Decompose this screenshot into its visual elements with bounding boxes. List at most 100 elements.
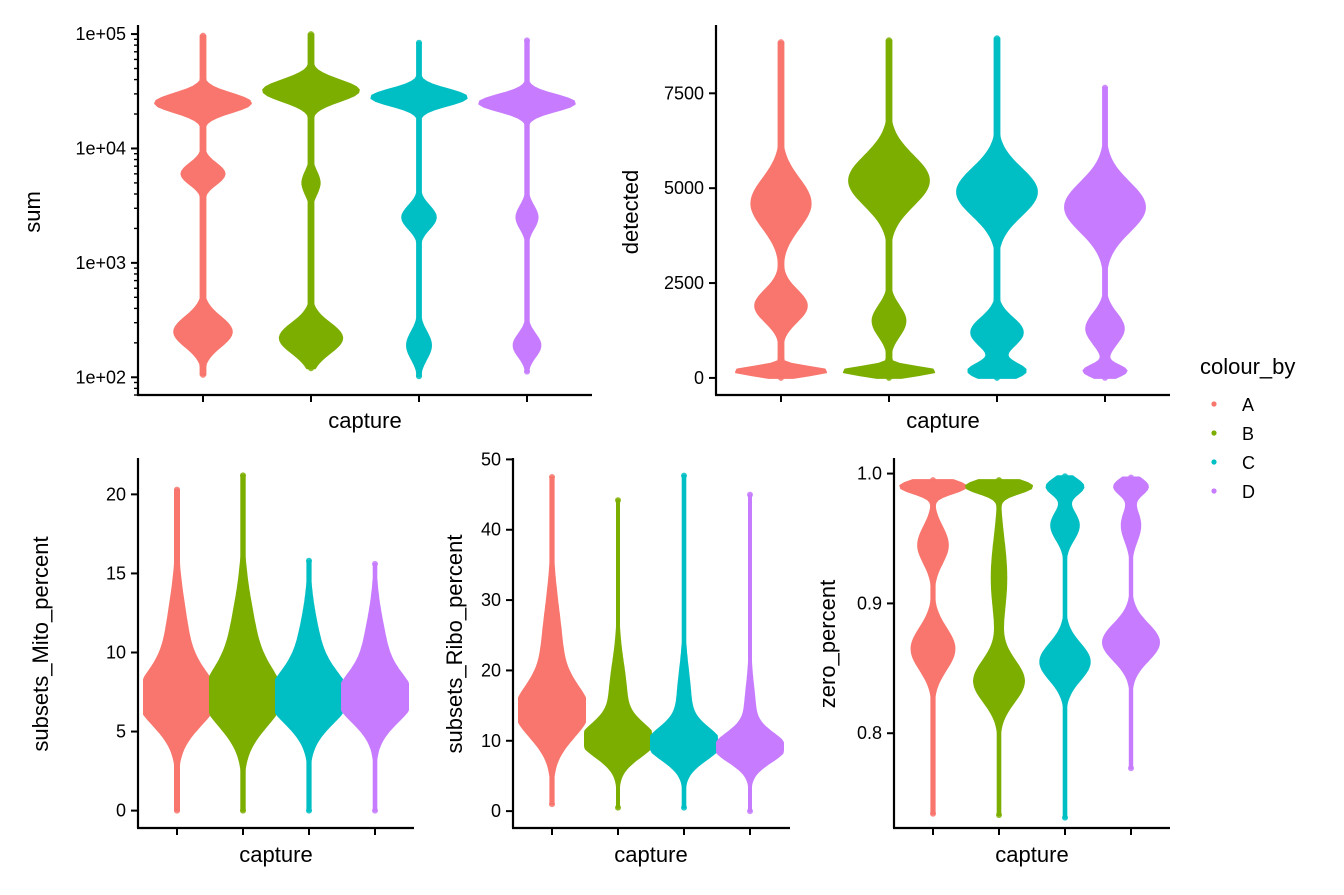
violin-min-point-a [778,374,784,381]
y-tick-label: 1e+04 [75,138,126,158]
violin-min-point-d [1102,374,1108,381]
y-tick-label: 10 [481,731,501,751]
panel-zero-percent: 0.8 0.9 1.0 capture zero_percent [815,458,1170,867]
legend-label-b: B [1242,424,1254,444]
y-axis-title: detected [618,170,643,254]
y-tick-label: 20 [481,660,501,680]
x-axis-title: capture [906,408,979,433]
legend-title: colour_by [1200,354,1295,379]
legend-item-b: B [1211,424,1254,444]
violin-max-point-a [930,477,936,484]
violin-b [842,39,936,379]
violin-min-point-d [524,368,530,375]
panel-sum: 1e+02 1e+03 1e+04 1e+05 capture sum [20,24,592,433]
violin-max-point-c [306,557,312,564]
legend-label-c: C [1242,453,1255,473]
violin-b [262,33,360,370]
violin-min-point-b [308,365,314,372]
y-tick-label: 0 [116,801,126,821]
violin-min-point-c [416,373,422,380]
violin-max-point-b [615,497,621,504]
violin-max-point-c [1062,473,1068,480]
violin-c [956,37,1038,379]
violin-max-point-d [372,560,378,567]
legend-item-c: C [1211,453,1255,473]
panel-subsets-ribo-percent: 0 10 20 30 40 50 capture subsets_Ribo_percent [442,449,790,867]
violin-c [275,559,343,812]
y-tick-label: 15 [106,563,126,583]
y-tick-label: 2500 [664,273,704,293]
violin-min-point-a [174,807,180,814]
violin-min-point-d [372,807,378,814]
y-tick-label: 0.8 [857,723,882,743]
violin-min-point-b [615,804,621,811]
legend-label-d: D [1242,482,1255,502]
violin-min-point-d [1128,765,1134,772]
violin-b [209,474,277,812]
y-tick-label: 0 [491,801,501,821]
legend-key-b [1211,430,1217,436]
legend-key-d [1211,488,1217,494]
violin-a [143,488,211,812]
y-tick-label: 1.0 [857,464,882,484]
violin-max-point-a [200,32,206,39]
legend-item-a: A [1211,395,1254,415]
x-axis-title: capture [239,842,312,867]
legend-label-a: A [1242,395,1254,415]
y-tick-label: 5 [116,722,126,742]
violin-max-point-b [996,477,1002,484]
y-axis-title: subsets_Ribo_percent [442,535,467,754]
violin-c [370,41,468,378]
y-tick-label: 40 [481,520,501,540]
legend-key-a [1211,401,1217,407]
violin-max-point-a [778,39,784,46]
violin-min-point-a [549,801,555,808]
panel-subsets-mito-percent: 0 5 10 15 20 capture subsets_Mito_percent [28,458,414,867]
violin-max-point-b [240,472,246,479]
legend-key-c [1211,459,1217,465]
y-tick-label: 1e+02 [75,367,126,387]
violin-d [1064,86,1146,379]
x-axis-title: capture [328,408,401,433]
y-axis-title: subsets_Mito_percent [28,536,53,751]
violin-min-point-a [200,371,206,378]
violin-min-point-c [994,374,1000,381]
violin-d [341,562,409,812]
violin-c [1039,475,1091,819]
violin-d [1102,476,1160,770]
violin-min-point-d [747,808,753,815]
violin-min-point-c [306,807,312,814]
violin-max-point-a [174,486,180,493]
violin-max-point-b [308,31,314,38]
violin-min-point-b [996,812,1002,818]
violin-d [716,493,784,813]
violin-min-point-c [1062,814,1068,821]
violin-max-point-d [1102,84,1108,91]
violin-max-point-c [416,39,422,46]
violin-max-point-a [549,474,555,480]
violin-max-point-d [524,37,530,44]
y-axis-title: zero_percent [815,580,840,708]
y-tick-label: 0 [694,368,704,388]
legend: colour_by A B C D [1200,354,1295,502]
violin-max-point-d [747,491,753,498]
y-axis-title: sum [20,191,45,233]
y-tick-label: 5000 [664,178,704,198]
y-tick-label: 7500 [664,83,704,103]
legend-item-d: D [1211,482,1255,502]
y-tick-label: 0.9 [857,593,882,613]
violin-max-point-c [681,472,687,479]
y-tick-label: 50 [481,449,501,469]
violin-a [154,34,252,376]
y-tick-label: 20 [106,484,126,504]
y-tick-label: 10 [106,642,126,662]
violin-min-point-b [240,807,246,814]
x-axis-title: capture [995,842,1068,867]
violin-a [735,41,827,379]
violin-c [650,474,718,809]
violin-min-point-b [886,374,892,381]
violin-b [965,479,1033,816]
violin-a [518,476,586,806]
panel-detected: 0 2500 5000 7500 capture detected [618,25,1170,433]
